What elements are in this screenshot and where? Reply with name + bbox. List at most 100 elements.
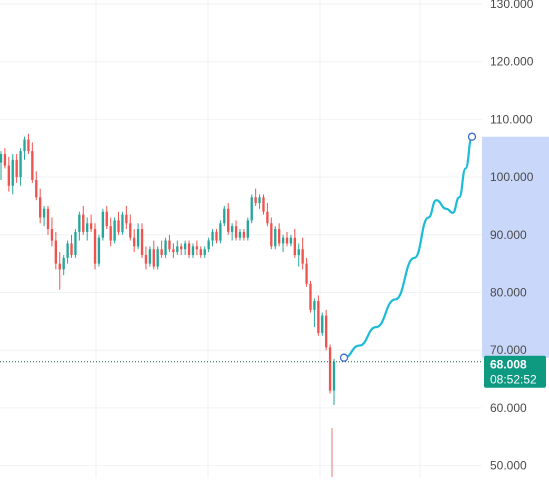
price-axis[interactable]: 130.000 120.000 110.000 100.000 90.000 80.000… bbox=[490, 0, 534, 473]
candle[interactable] bbox=[242, 229, 246, 241]
candle[interactable] bbox=[39, 188, 42, 224]
candle[interactable] bbox=[191, 243, 195, 258]
candle[interactable] bbox=[86, 217, 89, 241]
candle[interactable] bbox=[250, 194, 253, 224]
candle[interactable] bbox=[258, 194, 261, 209]
projection-start-handle[interactable] bbox=[339, 353, 349, 362]
candle[interactable] bbox=[332, 358, 336, 406]
candle[interactable] bbox=[27, 133, 30, 155]
candle[interactable] bbox=[238, 229, 242, 241]
projection-end-handle[interactable] bbox=[467, 132, 477, 141]
candle[interactable] bbox=[19, 148, 22, 186]
candle[interactable] bbox=[270, 217, 273, 250]
candle[interactable] bbox=[125, 205, 128, 230]
candle[interactable] bbox=[42, 205, 46, 227]
candle[interactable] bbox=[82, 205, 85, 235]
candle[interactable] bbox=[62, 254, 65, 276]
candle[interactable] bbox=[313, 298, 316, 328]
candle[interactable] bbox=[223, 205, 226, 227]
candle[interactable] bbox=[262, 194, 265, 215]
candle[interactable] bbox=[23, 136, 26, 160]
candle[interactable] bbox=[254, 188, 257, 206]
candle[interactable] bbox=[129, 214, 132, 241]
candle[interactable] bbox=[172, 243, 175, 258]
candle[interactable] bbox=[3, 148, 7, 169]
candle[interactable] bbox=[324, 309, 328, 351]
candle[interactable] bbox=[277, 223, 281, 247]
candle[interactable] bbox=[215, 229, 218, 244]
candle[interactable] bbox=[121, 211, 124, 235]
candle[interactable] bbox=[211, 229, 214, 247]
candle[interactable] bbox=[293, 229, 296, 258]
candle[interactable] bbox=[11, 154, 14, 195]
candle[interactable] bbox=[113, 217, 116, 244]
candle[interactable] bbox=[156, 246, 159, 270]
candle[interactable] bbox=[321, 312, 324, 336]
candle[interactable] bbox=[309, 280, 312, 313]
candle-body bbox=[31, 151, 34, 180]
candle[interactable] bbox=[148, 246, 152, 267]
candle[interactable] bbox=[136, 223, 140, 250]
candle[interactable] bbox=[74, 229, 77, 258]
candle[interactable] bbox=[50, 217, 54, 247]
candle[interactable] bbox=[230, 223, 234, 241]
candle[interactable] bbox=[152, 240, 155, 270]
candle[interactable] bbox=[305, 257, 308, 287]
candle[interactable] bbox=[97, 234, 101, 267]
candle[interactable] bbox=[176, 240, 179, 255]
candle[interactable] bbox=[140, 223, 144, 258]
candle[interactable] bbox=[78, 211, 81, 241]
candle[interactable] bbox=[281, 234, 285, 253]
projection-curve[interactable] bbox=[342, 135, 474, 359]
candle[interactable] bbox=[183, 240, 187, 255]
candle[interactable] bbox=[101, 208, 105, 241]
candle[interactable] bbox=[203, 246, 206, 258]
candle[interactable] bbox=[301, 237, 304, 270]
candle[interactable] bbox=[15, 154, 18, 183]
candle[interactable] bbox=[164, 237, 167, 258]
candle[interactable] bbox=[285, 231, 289, 247]
candle[interactable] bbox=[35, 171, 38, 201]
candle[interactable] bbox=[105, 205, 108, 230]
candle[interactable] bbox=[46, 205, 50, 235]
candle[interactable] bbox=[234, 220, 238, 241]
candle[interactable] bbox=[266, 203, 269, 227]
candlestick-series[interactable] bbox=[0, 133, 336, 478]
candle[interactable] bbox=[274, 226, 277, 250]
candle[interactable] bbox=[31, 142, 34, 183]
candle[interactable] bbox=[93, 223, 97, 270]
candle[interactable] bbox=[66, 240, 69, 264]
candle[interactable] bbox=[70, 234, 73, 258]
projection-line[interactable] bbox=[339, 132, 477, 362]
candle[interactable] bbox=[180, 243, 183, 255]
candle[interactable] bbox=[199, 246, 202, 258]
candle[interactable] bbox=[328, 344, 332, 394]
candle[interactable] bbox=[187, 240, 191, 258]
candle[interactable] bbox=[89, 214, 93, 232]
candle[interactable] bbox=[207, 237, 210, 253]
candle[interactable] bbox=[133, 229, 136, 253]
candle[interactable] bbox=[246, 217, 249, 241]
candle[interactable] bbox=[7, 156, 11, 192]
candle[interactable] bbox=[54, 231, 58, 270]
candle-body bbox=[27, 139, 30, 152]
candle[interactable] bbox=[289, 234, 293, 247]
candle[interactable] bbox=[227, 203, 230, 235]
candle[interactable] bbox=[58, 252, 61, 290]
candle[interactable] bbox=[297, 243, 300, 267]
candle[interactable] bbox=[109, 217, 112, 247]
candle[interactable] bbox=[160, 240, 163, 258]
candle-body bbox=[207, 240, 210, 250]
candle-body bbox=[39, 197, 42, 218]
candle[interactable] bbox=[219, 220, 222, 244]
candle[interactable] bbox=[195, 240, 199, 255]
candle[interactable] bbox=[0, 151, 3, 180]
candle[interactable] bbox=[168, 234, 171, 253]
candle-body bbox=[78, 214, 81, 232]
candle[interactable] bbox=[144, 246, 148, 270]
candle[interactable] bbox=[117, 211, 120, 235]
candle-body bbox=[187, 243, 191, 255]
candle[interactable] bbox=[317, 295, 320, 336]
